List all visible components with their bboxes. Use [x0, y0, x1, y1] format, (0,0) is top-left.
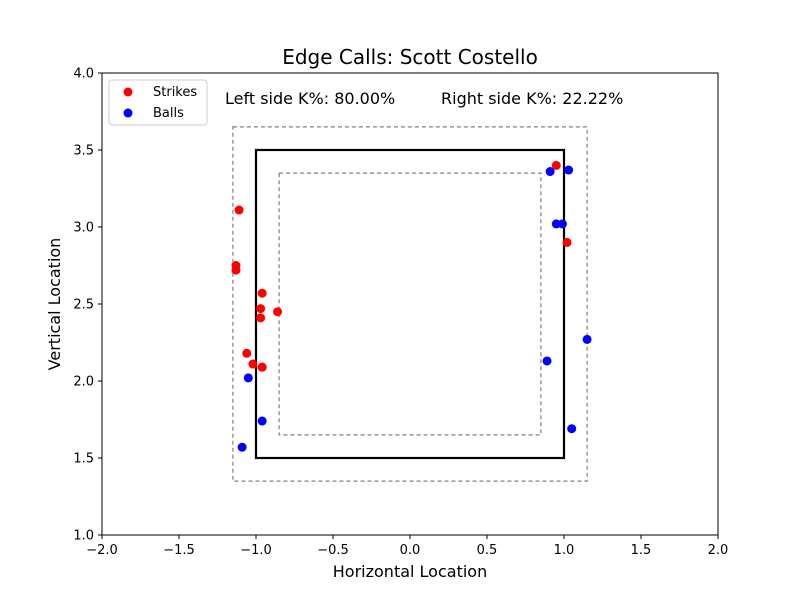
x-axis-label: Horizontal Location — [333, 562, 487, 581]
strike-point — [562, 237, 572, 247]
right-side-k-annotation: Right side K%: 22.22% — [441, 89, 623, 108]
strike-point — [231, 265, 241, 275]
x-axis-ticks: −2.0 −1.5 −1.0 −0.5 0.0 0.5 1.0 1.5 2.0 — [86, 535, 728, 558]
x-tick-label: −2.0 — [86, 543, 118, 558]
outer-edge-rect — [232, 126, 588, 482]
strike-point — [242, 348, 252, 358]
ball-point — [237, 442, 247, 452]
x-tick-label: 0.5 — [477, 543, 498, 558]
zone-group — [232, 126, 588, 482]
y-axis-ticks: 1.0 1.5 2.0 2.5 3.0 3.5 4.0 — [73, 67, 102, 544]
ball-point — [582, 334, 592, 344]
strike-zone-rect — [254, 148, 566, 460]
strike-point — [248, 359, 258, 369]
ball-point — [567, 424, 577, 434]
x-tick-label: 0.0 — [400, 543, 421, 558]
y-tick-label: 2.5 — [73, 298, 94, 313]
x-tick-label: 1.0 — [554, 543, 575, 558]
x-tick-label: 2.0 — [708, 543, 729, 558]
data-points — [231, 160, 592, 452]
inner-edge-rect — [278, 172, 542, 436]
x-tick-label: −0.5 — [317, 543, 349, 558]
y-tick-label: 1.5 — [73, 452, 94, 467]
strike-point — [257, 362, 267, 372]
x-tick-label: −1.0 — [240, 543, 272, 558]
legend: Strikes Balls — [108, 79, 208, 126]
ball-point — [545, 167, 555, 177]
legend-label-strikes: Strikes — [153, 85, 197, 100]
y-tick-label: 3.0 — [73, 221, 94, 236]
y-tick-label: 3.5 — [73, 144, 94, 159]
y-tick-label: 1.0 — [73, 529, 94, 544]
x-tick-label: 1.5 — [631, 543, 652, 558]
strike-point — [256, 304, 266, 314]
ball-point — [551, 219, 561, 229]
legend-label-balls: Balls — [153, 106, 184, 121]
ball-point — [243, 373, 253, 383]
strike-point — [551, 160, 561, 170]
y-tick-label: 2.0 — [73, 375, 94, 390]
legend-box — [108, 79, 208, 126]
strike-point — [257, 288, 267, 298]
ball-point — [542, 356, 552, 366]
strike-point — [256, 313, 266, 323]
y-axis-label: Vertical Location — [45, 238, 64, 371]
ball-point — [557, 219, 567, 229]
ball-point — [257, 416, 267, 426]
y-tick-label: 4.0 — [73, 67, 94, 82]
x-tick-label: −1.5 — [163, 543, 195, 558]
left-side-k-annotation: Left side K%: 80.00% — [225, 89, 395, 108]
strike-point — [273, 307, 283, 317]
legend-marker-balls — [123, 108, 133, 118]
legend-marker-strikes — [123, 87, 133, 97]
ball-point — [564, 165, 574, 175]
plot-frame — [101, 72, 719, 536]
chart-title: Edge Calls: Scott Costello — [282, 45, 538, 69]
strike-point — [234, 205, 244, 215]
